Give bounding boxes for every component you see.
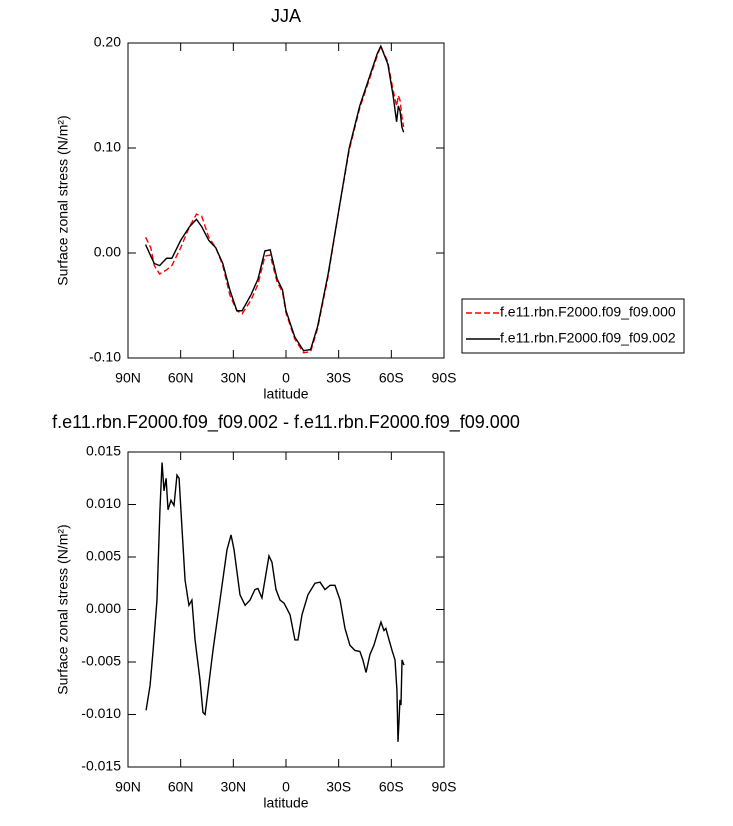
x-tick-label: 60S: [379, 370, 404, 386]
x-tick-label: 30S: [326, 370, 351, 386]
x-tick-label: 90S: [432, 370, 457, 386]
x-tick-label: 30S: [326, 779, 351, 795]
y-tick-label: 0.005: [86, 548, 121, 564]
y-tick-label: 0.015: [86, 443, 121, 459]
x-tick-label: 90N: [115, 370, 141, 386]
y-tick-label: -0.10: [89, 349, 121, 365]
chart-title: f.e11.rbn.F2000.f09_f09.002 - f.e11.rbn.…: [52, 412, 520, 433]
x-tick-label: 60N: [168, 370, 194, 386]
x-tick-label: 60N: [168, 779, 194, 795]
legend-frame: [461, 298, 685, 354]
x-tick-label: 30N: [220, 779, 246, 795]
x-tick-label: 0: [282, 779, 290, 795]
x-tick-label: 90S: [432, 779, 457, 795]
legend-label: f.e11.rbn.F2000.f09_f09.002: [500, 330, 676, 346]
series-line: [145, 462, 405, 742]
y-tick-label: -0.005: [81, 653, 121, 669]
x-tick-label: 90N: [115, 779, 141, 795]
y-axis-label: Surface zonal stress (N/m²): [55, 115, 71, 285]
chart-title: JJA: [271, 6, 301, 26]
x-tick-label: 60S: [379, 779, 404, 795]
y-axis-label: Surface zonal stress (N/m²): [55, 524, 71, 694]
x-axis-label: latitude: [263, 386, 308, 402]
y-tick-label: -0.015: [81, 758, 121, 774]
y-tick-label: -0.010: [81, 705, 121, 721]
y-tick-label: 0.010: [86, 495, 121, 511]
y-tick-label: 0.00: [94, 244, 121, 260]
y-tick-label: 0.000: [86, 600, 121, 616]
legend-label: f.e11.rbn.F2000.f09_f09.000: [500, 304, 676, 320]
x-axis-label: latitude: [263, 795, 308, 811]
plot-frame: [127, 451, 445, 768]
x-tick-label: 0: [282, 370, 290, 386]
y-tick-label: 0.10: [94, 139, 121, 155]
x-tick-label: 30N: [220, 370, 246, 386]
y-tick-label: 0.20: [94, 34, 121, 50]
series-line: [144, 44, 405, 352]
